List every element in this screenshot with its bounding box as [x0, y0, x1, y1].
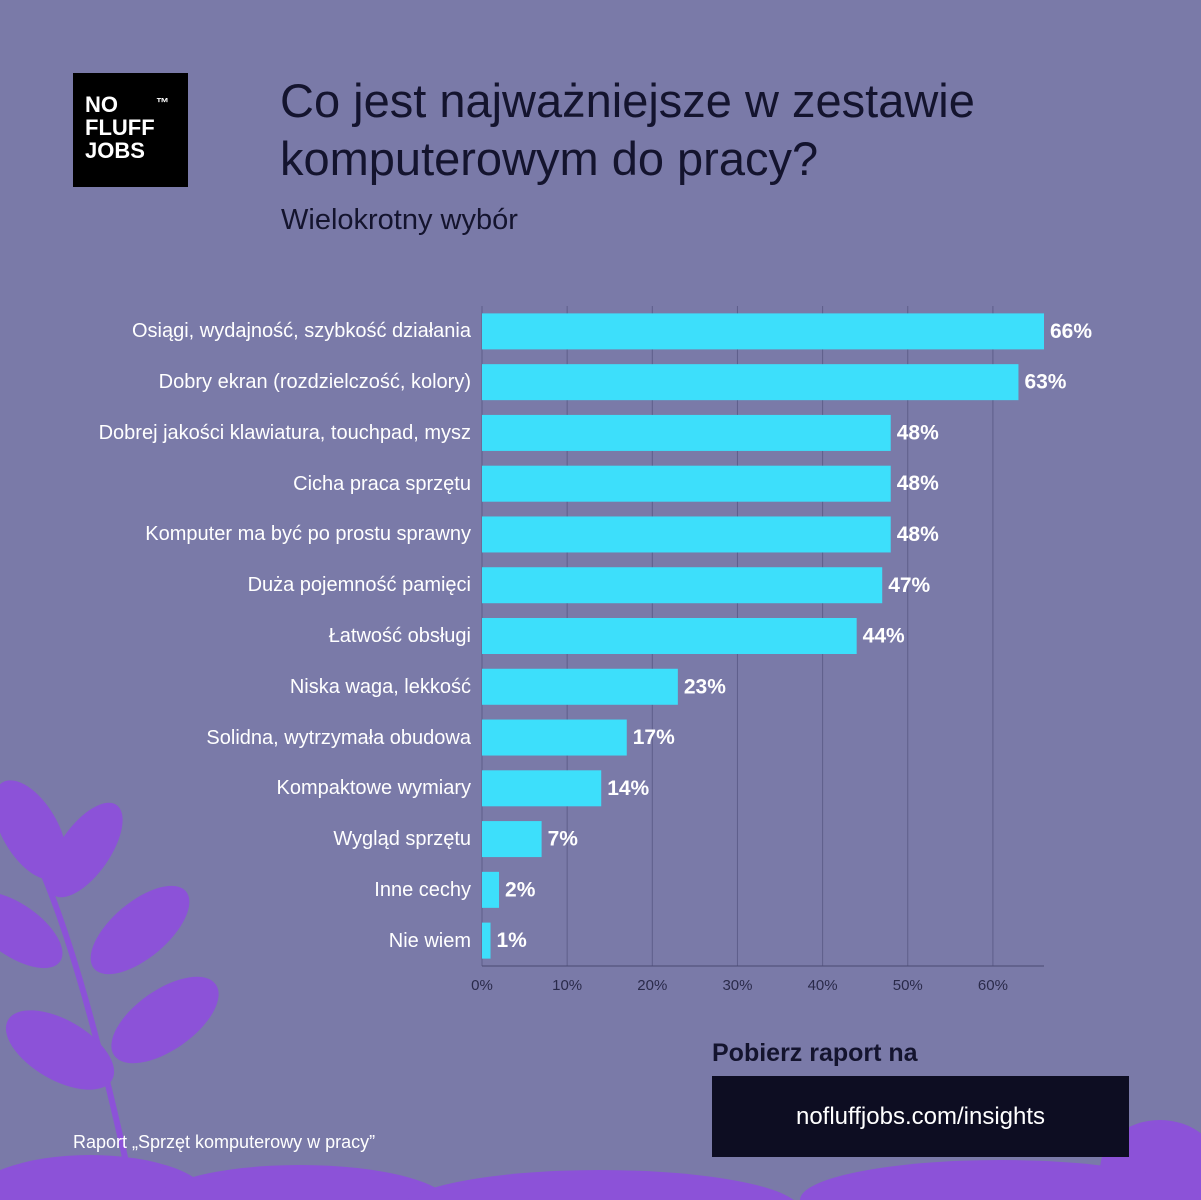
value-label: 1%	[497, 929, 528, 952]
source: Raport „Sprzęt komputerowy w pracy”	[73, 1132, 376, 1152]
cta-link[interactable]: nofluffjobs.com/insights	[712, 1076, 1129, 1157]
logo-text: JOBS	[85, 138, 145, 163]
category-label: Inne cechy	[374, 878, 471, 901]
bar	[482, 668, 678, 705]
bar	[482, 465, 891, 502]
bar	[482, 313, 1044, 350]
bar	[482, 364, 1019, 401]
category-label: Cicha praca sprzętu	[293, 472, 471, 495]
category-label: Nie wiem	[388, 929, 471, 952]
x-tick-label: 60%	[978, 977, 1008, 994]
category-label: Niska waga, lekkość	[289, 675, 471, 698]
bar	[482, 922, 491, 959]
x-tick-label: 40%	[808, 977, 838, 994]
value-label: 14%	[607, 777, 649, 800]
value-label: 23%	[684, 675, 726, 698]
category-label: Duża pojemność pamięci	[247, 574, 471, 597]
x-tick-label: 0%	[471, 977, 493, 994]
value-label: 48%	[897, 472, 939, 495]
value-label: 47%	[888, 574, 930, 597]
plot: 0% 10% 20% 30% 40% 50% 60% 66% 63% 48% 48% 48% 47% 44…	[471, 306, 1092, 994]
category-label: Dobrej jakości klawiatura, touchpad, mys…	[98, 421, 471, 444]
logo-text: FLUFF	[85, 115, 155, 140]
bar	[482, 871, 500, 908]
chart-subtitle: Wielokrotny wybór	[281, 204, 518, 236]
bar	[482, 414, 891, 451]
chart-title: Co jest najważniejsze w zestawie kompute…	[280, 74, 975, 185]
bar	[482, 567, 883, 604]
category-label: Solidna, wytrzymała obudowa	[206, 726, 471, 749]
value-label: 48%	[897, 523, 939, 546]
value-label: 66%	[1050, 320, 1092, 343]
x-tick-label: 20%	[637, 977, 667, 994]
x-tick-label: 50%	[893, 977, 923, 994]
category-label: Dobry ekran (rozdzielczość, kolory)	[158, 371, 471, 394]
bar	[482, 516, 891, 553]
value-label: 48%	[897, 421, 939, 444]
bar	[482, 618, 857, 654]
category-label: Osiągi, wydajność, szybkość działania	[131, 320, 471, 343]
x-tick-label: 10%	[552, 977, 582, 994]
x-tick-label: 30%	[722, 977, 752, 994]
cta-heading: Pobierz raport na	[712, 1039, 918, 1067]
category-label: Kompaktowe wymiary	[276, 777, 471, 800]
category-label: Łatwość obsługi	[328, 625, 471, 647]
value-label: 17%	[633, 726, 675, 749]
logo-trademark: ™	[156, 95, 169, 110]
value-label: 44%	[863, 625, 905, 648]
bar	[482, 821, 542, 858]
value-label: 63%	[1024, 371, 1066, 394]
category-label: Wygląd sprzętu	[333, 828, 471, 851]
logo: NO FLUFF JOBS ™	[73, 73, 188, 187]
bar	[482, 770, 602, 807]
bar	[482, 719, 627, 756]
value-label: 2%	[505, 878, 536, 901]
decoration	[0, 780, 1201, 1200]
logo-text: NO	[85, 92, 118, 117]
value-label: 7%	[548, 828, 579, 851]
category-label: Komputer ma być po prostu sprawny	[145, 523, 471, 546]
